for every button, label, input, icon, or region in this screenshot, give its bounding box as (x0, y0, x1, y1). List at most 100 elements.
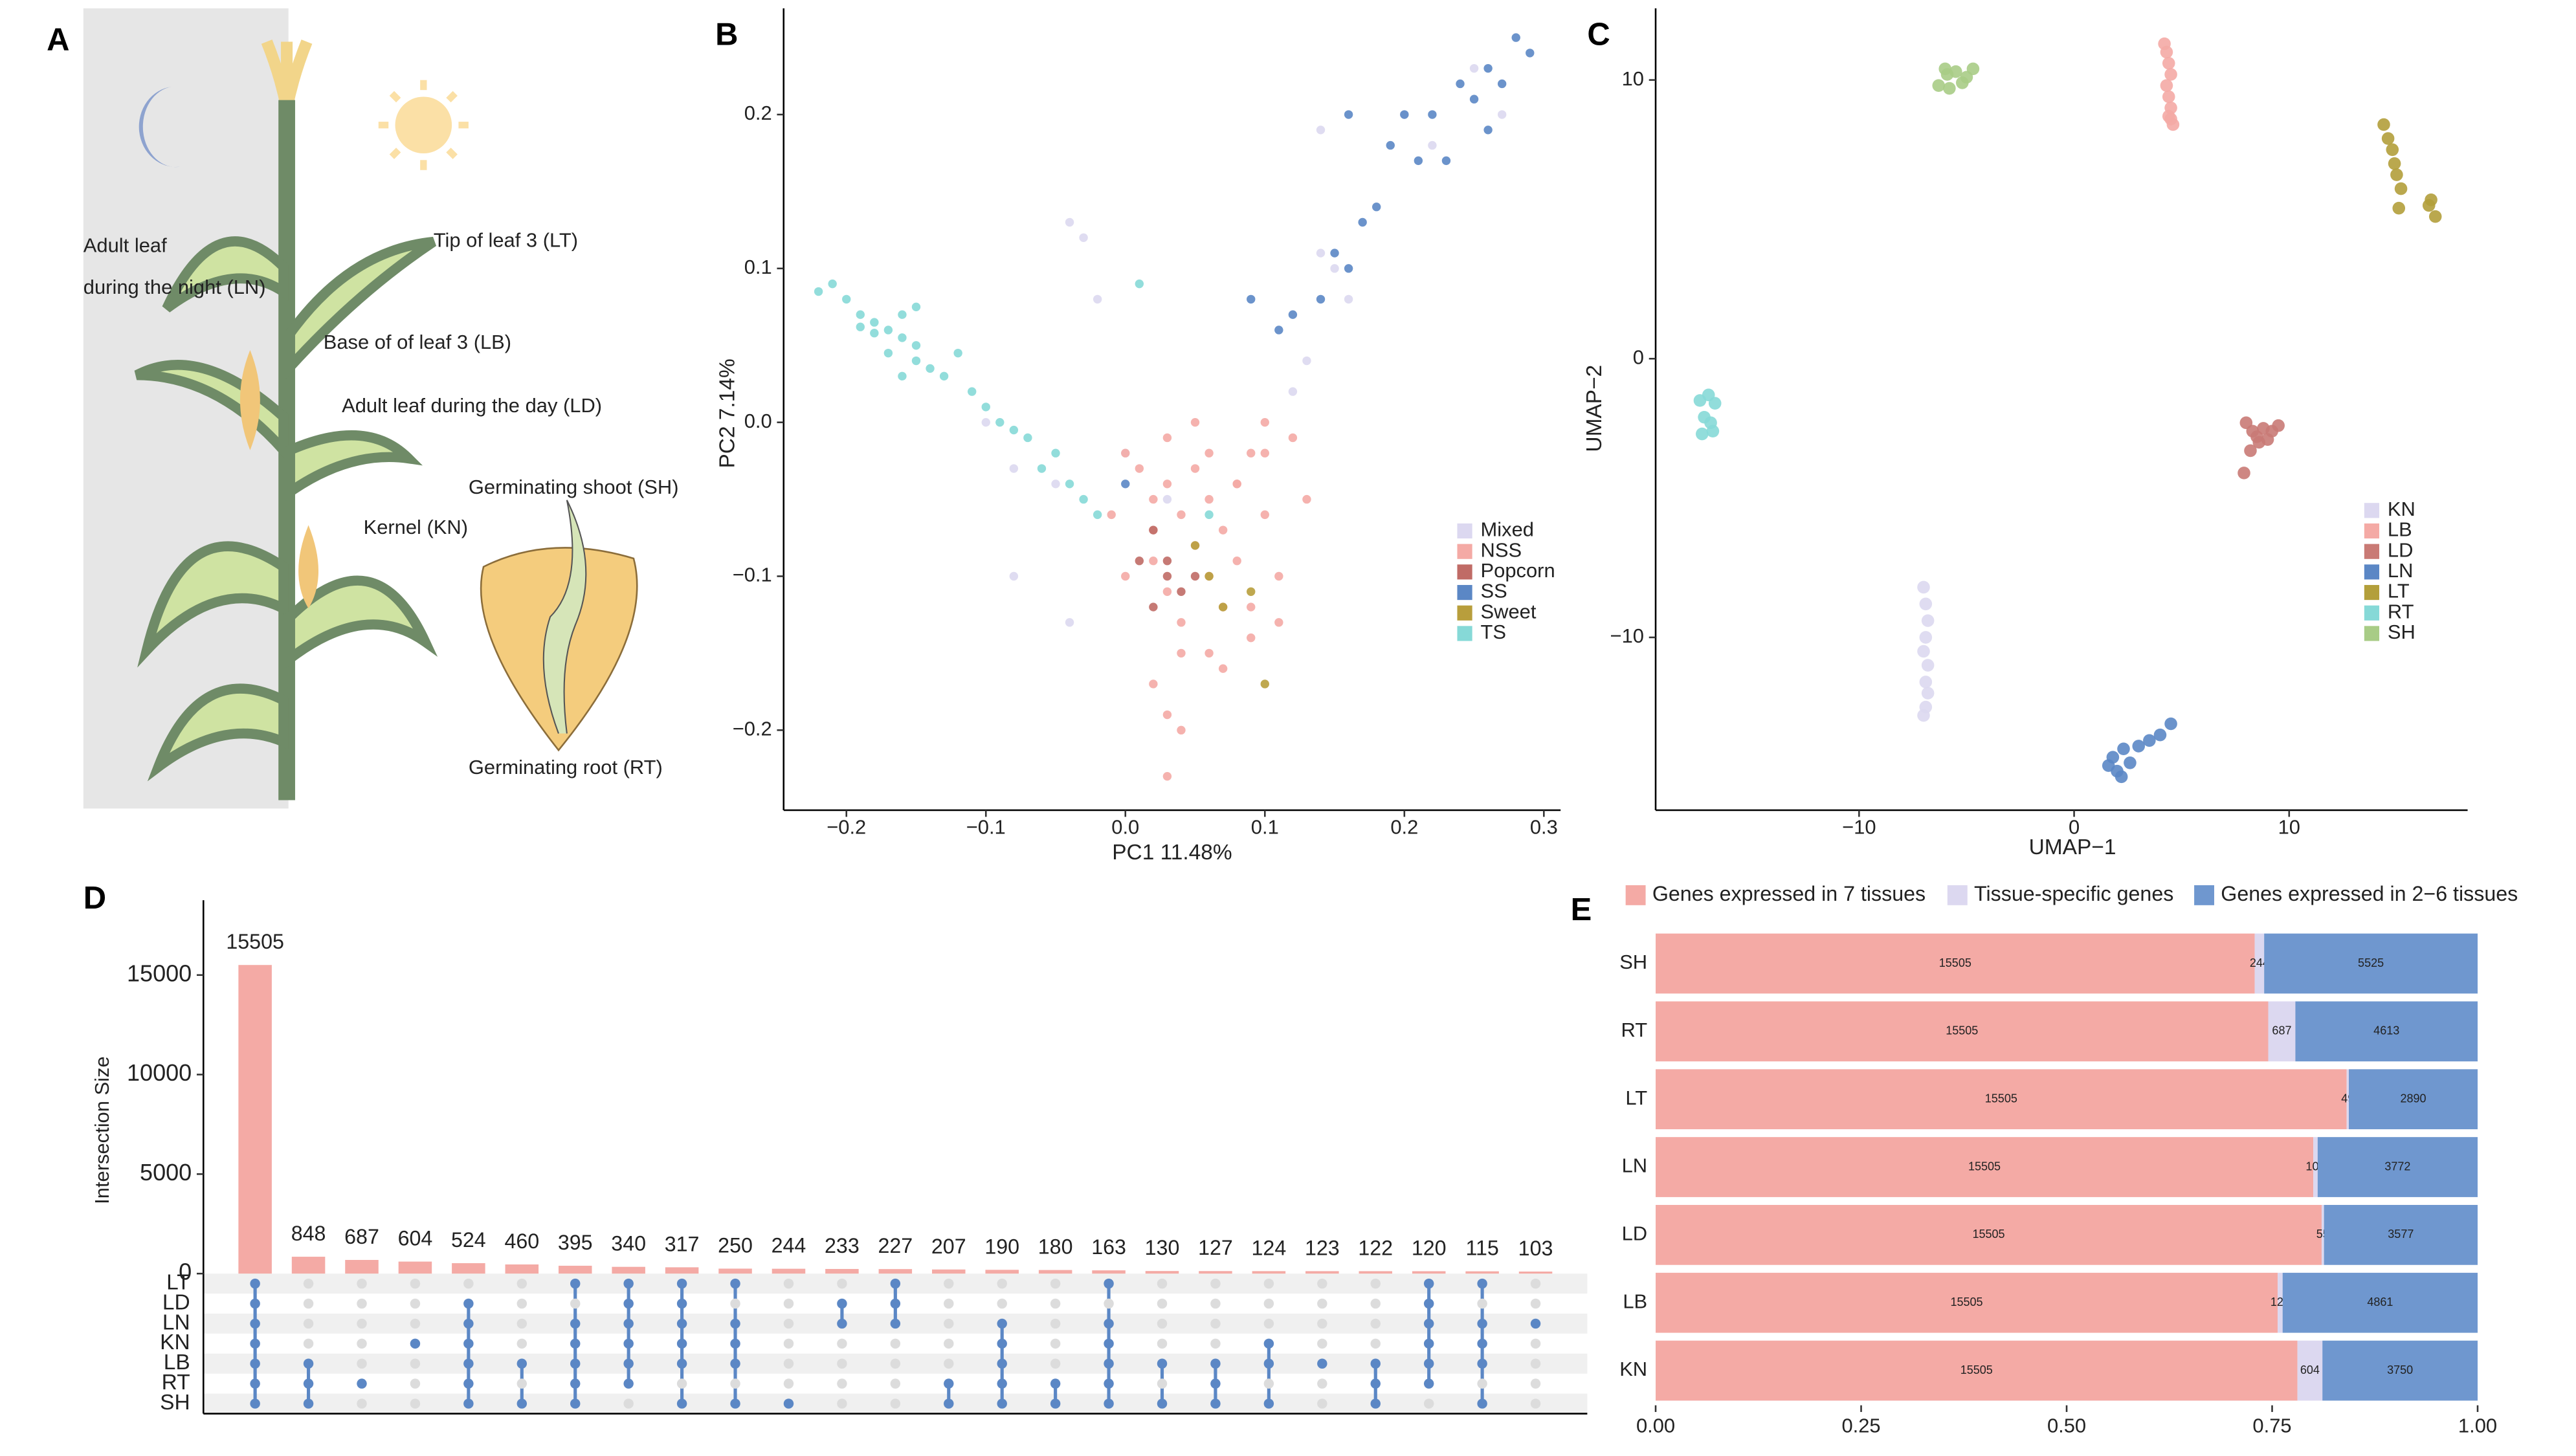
matrix-dot (944, 1298, 954, 1309)
legend-label: Genes expressed in 2−6 tissues (2221, 882, 2518, 905)
matrix-dot (997, 1278, 1007, 1289)
point (1149, 525, 1158, 535)
matrix-dot (1210, 1358, 1221, 1369)
matrix-dot (1263, 1338, 1274, 1349)
bar (825, 1268, 859, 1274)
bar (932, 1269, 966, 1274)
x-tick-label: 0.2 (1390, 816, 1418, 839)
point (1065, 480, 1074, 489)
value-label: 163 (1091, 1235, 1126, 1259)
legend-label: LN (2388, 559, 2414, 582)
value-label: 3577 (2388, 1228, 2414, 1241)
point (2143, 734, 2156, 747)
point (1919, 676, 1933, 689)
matrix-dot (1477, 1318, 1487, 1329)
point (1919, 631, 1933, 644)
matrix-dot (997, 1318, 1007, 1329)
point (1190, 417, 1200, 427)
matrix-dot (1157, 1378, 1168, 1389)
x-tick-label: 0.50 (2047, 1414, 2086, 1437)
legend-label: LD (2388, 538, 2414, 561)
bar (1465, 1271, 1499, 1274)
y-tick-label: SH (1619, 951, 1647, 973)
point (953, 348, 962, 358)
point (1093, 294, 1102, 304)
point (1190, 571, 1200, 581)
matrix-dot (1157, 1338, 1168, 1349)
y-tick-label: 5000 (140, 1159, 192, 1186)
bar (1145, 1271, 1179, 1274)
value-label: 15505 (1946, 1024, 1978, 1037)
point (995, 417, 1005, 427)
panel-label: B (715, 17, 738, 52)
matrix-dot (1104, 1298, 1114, 1309)
bar-segment (2349, 1069, 2478, 1130)
y-tick-label: LD (1622, 1222, 1648, 1245)
point (1149, 557, 1158, 566)
y-tick-label: 10 (1622, 67, 1644, 90)
point (1274, 618, 1283, 627)
value-label: 207 (931, 1235, 966, 1258)
point (981, 417, 990, 427)
bar-segment (2264, 933, 2478, 994)
point (1051, 480, 1060, 489)
point (2244, 444, 2257, 458)
point (1051, 448, 1060, 458)
matrix-dot (1210, 1298, 1221, 1309)
y-tick-label: −10 (1610, 624, 1644, 647)
matrix-dot (676, 1298, 687, 1309)
matrix-dot (463, 1378, 474, 1389)
matrix-dot (303, 1298, 314, 1309)
matrix-dot (997, 1358, 1007, 1369)
point (1121, 571, 1130, 581)
point (2381, 132, 2395, 145)
point (1966, 62, 1980, 76)
matrix-dot (1317, 1278, 1327, 1289)
matrix-dot (410, 1358, 421, 1369)
point (1469, 63, 1479, 73)
value-label: 103 (1518, 1237, 1553, 1260)
legend-swatch (1457, 564, 1472, 580)
matrix-dot (1157, 1278, 1168, 1289)
bar-segment (2282, 1272, 2478, 1333)
point (1344, 294, 1353, 304)
matrix-dot (730, 1318, 740, 1329)
point (1247, 294, 1256, 304)
legend-label: Mixed (1481, 518, 1534, 541)
matrix-dot (1263, 1298, 1274, 1309)
point (1205, 510, 1214, 520)
value-label: 524 (451, 1228, 486, 1252)
bar (772, 1268, 806, 1274)
point (1260, 417, 1269, 427)
annotation: Germinating root (RT) (469, 756, 663, 778)
matrix-dot (410, 1318, 421, 1329)
matrix-dot (837, 1278, 847, 1289)
matrix-dot (1050, 1338, 1061, 1349)
point (1247, 633, 1256, 643)
matrix-dot (410, 1398, 421, 1409)
legend-label: SH (2388, 621, 2415, 643)
legend-swatch (2364, 544, 2380, 559)
matrix-dot (1104, 1378, 1114, 1389)
matrix-dot (1263, 1278, 1274, 1289)
point (1218, 602, 1228, 612)
value-label: 190 (984, 1235, 1019, 1258)
point (911, 302, 921, 312)
point (1497, 110, 1507, 119)
legend-swatch (2364, 503, 2380, 518)
bar-segment (2254, 933, 2265, 994)
point (1274, 325, 1283, 335)
matrix-dot (570, 1398, 581, 1409)
matrix-dot (1157, 1318, 1168, 1329)
bar (718, 1268, 752, 1274)
point (1708, 397, 1722, 410)
value-label: 15505 (1939, 956, 1971, 969)
y-tick-label: 0.0 (744, 410, 772, 432)
annotation: Base of of leaf 3 (LB) (324, 331, 511, 353)
matrix-dot (1157, 1298, 1168, 1309)
matrix-dot (997, 1298, 1007, 1309)
point (1177, 587, 1186, 596)
matrix-dot (783, 1398, 794, 1409)
point (1949, 65, 1962, 78)
point (1956, 76, 1969, 89)
